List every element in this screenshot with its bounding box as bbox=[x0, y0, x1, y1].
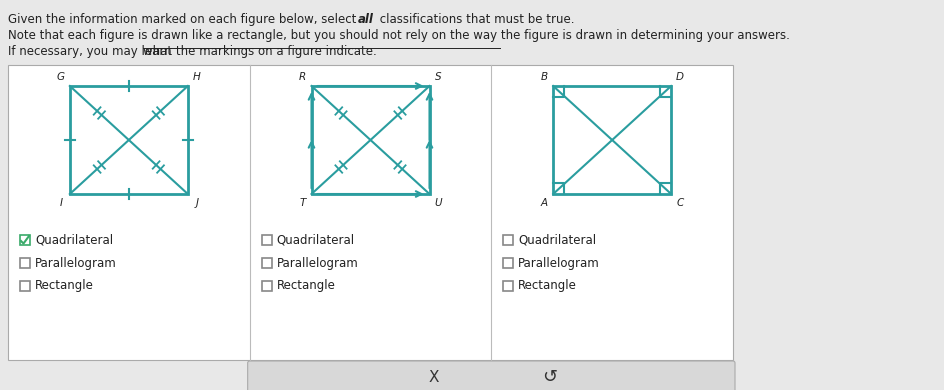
Bar bbox=[261, 235, 272, 245]
Text: B: B bbox=[541, 72, 548, 82]
Text: U: U bbox=[434, 198, 443, 208]
Bar bbox=[20, 281, 30, 291]
Text: Quadrilateral: Quadrilateral bbox=[518, 234, 597, 246]
FancyBboxPatch shape bbox=[247, 361, 735, 390]
Text: X: X bbox=[428, 369, 439, 385]
Text: Rectangle: Rectangle bbox=[35, 280, 93, 292]
Text: If necessary, you may learn: If necessary, you may learn bbox=[8, 45, 176, 58]
Text: Note that each figure is drawn like a rectangle, but you should not rely on the : Note that each figure is drawn like a re… bbox=[8, 29, 790, 42]
Bar bbox=[503, 235, 514, 245]
Text: all: all bbox=[358, 13, 374, 26]
Text: J: J bbox=[195, 198, 198, 208]
Text: R: R bbox=[299, 72, 306, 82]
Text: Rectangle: Rectangle bbox=[518, 280, 577, 292]
Text: A: A bbox=[541, 198, 548, 208]
Text: H: H bbox=[193, 72, 201, 82]
Text: Parallelogram: Parallelogram bbox=[35, 257, 117, 269]
Text: Parallelogram: Parallelogram bbox=[518, 257, 600, 269]
Text: G: G bbox=[57, 72, 65, 82]
Text: D: D bbox=[676, 72, 684, 82]
Text: T: T bbox=[299, 198, 306, 208]
Bar bbox=[20, 258, 30, 268]
Bar bbox=[20, 235, 30, 245]
Bar bbox=[8, 65, 733, 360]
Text: S: S bbox=[435, 72, 442, 82]
Text: Given the information marked on each figure below, select: Given the information marked on each fig… bbox=[8, 13, 360, 26]
Bar bbox=[503, 258, 514, 268]
Text: Quadrilateral: Quadrilateral bbox=[35, 234, 113, 246]
Text: Parallelogram: Parallelogram bbox=[277, 257, 359, 269]
Text: I: I bbox=[59, 198, 62, 208]
Bar bbox=[503, 281, 514, 291]
Bar bbox=[261, 258, 272, 268]
Bar bbox=[261, 281, 272, 291]
Text: classifications that must be true.: classifications that must be true. bbox=[376, 13, 575, 26]
Text: what the markings on a figure indicate.: what the markings on a figure indicate. bbox=[143, 45, 377, 58]
Text: Rectangle: Rectangle bbox=[277, 280, 335, 292]
Text: C: C bbox=[677, 198, 683, 208]
Text: Quadrilateral: Quadrilateral bbox=[277, 234, 355, 246]
Text: ↺: ↺ bbox=[542, 368, 557, 386]
